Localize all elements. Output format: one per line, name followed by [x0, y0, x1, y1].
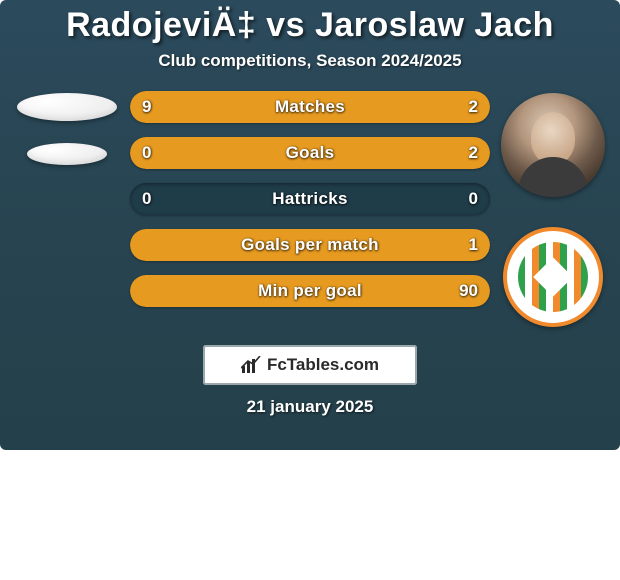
- page-subtitle: Club competitions, Season 2024/2025: [12, 51, 608, 71]
- stat-row: 9Matches2: [130, 91, 490, 123]
- stat-value-right: 2: [469, 137, 478, 169]
- left-club-logo-placeholder: [27, 143, 107, 165]
- stat-row: Goals per match1: [130, 229, 490, 261]
- brand-text: FcTables.com: [267, 355, 379, 375]
- stat-row: 0Hattricks0: [130, 183, 490, 215]
- bar-chart-icon: [241, 356, 261, 374]
- stat-value-right: 90: [459, 275, 478, 307]
- stat-row: 0Goals2: [130, 137, 490, 169]
- stat-bars: 9Matches20Goals20Hattricks0Goals per mat…: [130, 89, 490, 327]
- right-club-logo: [503, 227, 603, 327]
- stat-value-right: 2: [469, 91, 478, 123]
- stat-label: Goals per match: [130, 229, 490, 261]
- page-title: RadojeviÄ‡ vs Jaroslaw Jach: [12, 6, 608, 45]
- stat-label: Matches: [130, 91, 490, 123]
- stat-value-right: 0: [469, 183, 478, 215]
- stat-row: Min per goal90: [130, 275, 490, 307]
- club-badge-icon: [518, 242, 588, 312]
- left-player-column: [12, 89, 122, 327]
- stat-label: Min per goal: [130, 275, 490, 307]
- comparison-layout: 9Matches20Goals20Hattricks0Goals per mat…: [12, 89, 608, 327]
- right-player-column: [498, 89, 608, 327]
- generated-date: 21 january 2025: [12, 397, 608, 417]
- left-player-avatar-placeholder: [17, 93, 117, 121]
- stat-value-right: 1: [469, 229, 478, 261]
- stat-label: Hattricks: [130, 183, 490, 215]
- comparison-card: RadojeviÄ‡ vs Jaroslaw Jach Club competi…: [0, 0, 620, 450]
- brand-watermark: FcTables.com: [203, 345, 417, 385]
- right-player-photo: [501, 93, 605, 197]
- stat-label: Goals: [130, 137, 490, 169]
